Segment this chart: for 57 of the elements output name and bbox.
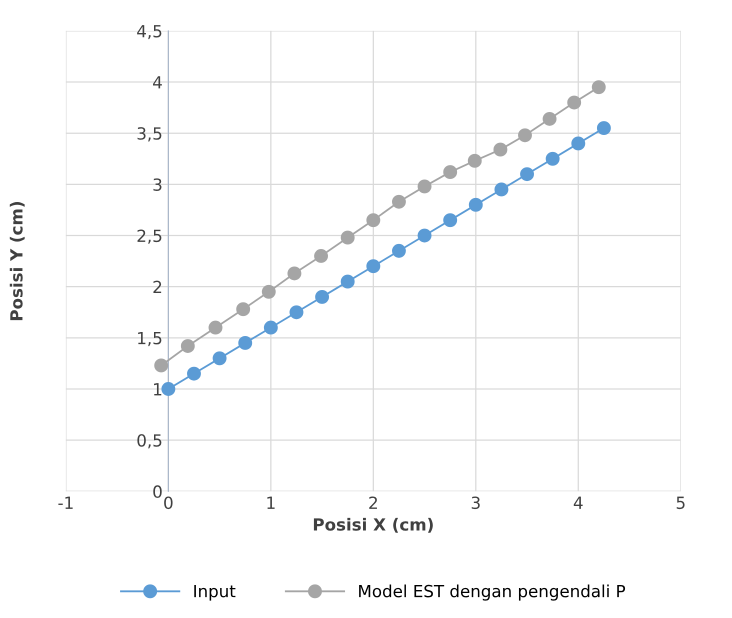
y-tick-label: 1 xyxy=(154,383,162,396)
x-tick-label: -1 xyxy=(58,496,73,509)
y-tick-label: 3,5 xyxy=(138,127,162,142)
point xyxy=(592,80,606,94)
point xyxy=(208,320,222,335)
point xyxy=(264,320,278,335)
point xyxy=(443,165,458,180)
x-tick-label: 5 xyxy=(676,496,685,510)
point xyxy=(392,244,406,258)
point xyxy=(443,213,458,228)
point xyxy=(418,228,432,242)
point xyxy=(468,154,482,168)
y-tick-label: 0 xyxy=(153,485,162,498)
point xyxy=(494,182,508,196)
y-tick-label: 3 xyxy=(153,178,162,191)
y-tick-label: 2,5 xyxy=(138,229,162,244)
point xyxy=(187,366,201,381)
point xyxy=(180,339,195,353)
point xyxy=(290,305,304,320)
point xyxy=(596,121,611,136)
point xyxy=(238,336,252,350)
y-tick-label: 4 xyxy=(153,76,162,88)
legend-label: Input xyxy=(194,585,236,601)
point xyxy=(340,274,355,289)
point xyxy=(262,284,276,299)
y-tick-label: 1,5 xyxy=(138,332,162,346)
point xyxy=(542,112,557,126)
point xyxy=(236,302,250,316)
point xyxy=(468,198,483,212)
x-tick-label: 1 xyxy=(267,496,275,509)
point xyxy=(567,96,582,110)
point xyxy=(518,128,532,142)
point xyxy=(340,230,355,245)
y-tick-label: 2 xyxy=(153,280,162,294)
point xyxy=(212,351,227,366)
point xyxy=(418,179,432,194)
point xyxy=(366,259,380,274)
point xyxy=(571,136,586,150)
point xyxy=(493,142,508,157)
x-tick-label: 3 xyxy=(472,496,480,510)
point xyxy=(520,167,534,182)
point xyxy=(366,213,380,228)
point xyxy=(314,249,328,263)
y-tick-label: 0,5 xyxy=(137,434,162,448)
y-tick-label: 4,5 xyxy=(137,25,162,40)
point xyxy=(161,382,176,396)
point xyxy=(392,194,406,209)
y-axis-title: Posisi Y (cm) xyxy=(10,202,25,320)
x-tick-label: 4 xyxy=(574,496,583,509)
x-tick-label: 2 xyxy=(369,496,377,509)
x-tick-label: 0 xyxy=(164,496,173,510)
point xyxy=(154,358,168,372)
point xyxy=(315,290,330,304)
x-axis-title: Posisi X (cm) xyxy=(314,518,433,533)
point xyxy=(546,152,560,166)
legend-label: Model EST dengan pengendali P xyxy=(359,584,626,601)
point xyxy=(287,266,302,280)
